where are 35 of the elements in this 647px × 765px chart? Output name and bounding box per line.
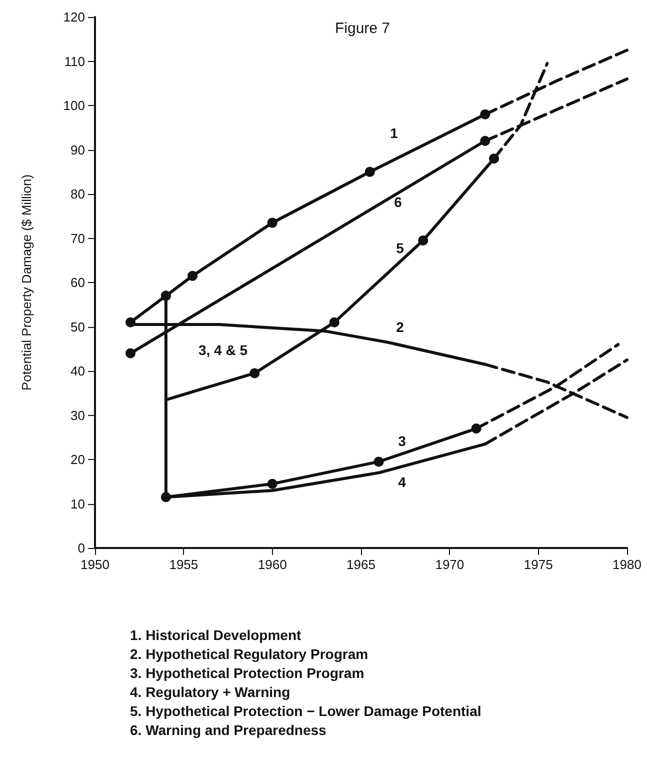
x-tick-label: 1950 xyxy=(80,557,110,572)
x-tick-label: 1955 xyxy=(169,557,198,572)
y-tick-label: 70 xyxy=(70,230,85,246)
x-tick-label: 1970 xyxy=(435,557,464,572)
text: 6. Warning and Preparedness xyxy=(130,722,327,738)
x-tick-label: 1965 xyxy=(346,557,376,572)
y-tick-label: 80 xyxy=(70,186,85,202)
y-tick-label: 120 xyxy=(63,10,85,24)
text: 3. Hypothetical Protection Program xyxy=(130,665,364,681)
y-tick-label: 30 xyxy=(70,408,85,423)
annotation: 3 xyxy=(398,433,406,449)
text: 5. Hypothetical Protection − Lower Damage Potential xyxy=(130,703,482,719)
x-tick-label: 1960 xyxy=(258,557,287,572)
y-tick-label: 60 xyxy=(70,275,85,290)
y-tick-label: 100 xyxy=(63,98,85,113)
text: 1. Historical Development xyxy=(130,627,302,643)
y-tick-label: 0 xyxy=(78,540,85,556)
annotation: 2 xyxy=(396,319,404,335)
text: 2. Hypothetical Regulatory Program xyxy=(130,646,368,662)
y-axis-title: Potential Property Damage ($ Million) xyxy=(19,174,34,391)
y-tick-label: 10 xyxy=(70,496,85,512)
text: 4. Regulatory + Warning xyxy=(130,684,290,700)
x-tick-label: 1980 xyxy=(612,557,642,572)
y-tick-label: 20 xyxy=(70,452,85,467)
y-tick-label: 50 xyxy=(70,319,85,334)
x-tick-label: 1975 xyxy=(524,557,553,572)
chart-title: Figure 7 xyxy=(335,20,390,37)
y-tick-label: 110 xyxy=(64,54,85,69)
y-tick-label: 90 xyxy=(70,142,85,158)
annotation: 4 xyxy=(398,474,406,490)
annotation: 3, 4 & 5 xyxy=(198,342,248,358)
y-tick-label: 40 xyxy=(70,364,85,378)
annotation: 5 xyxy=(396,240,404,256)
annotation: 1 xyxy=(390,125,398,141)
annotation: 6 xyxy=(394,194,402,210)
